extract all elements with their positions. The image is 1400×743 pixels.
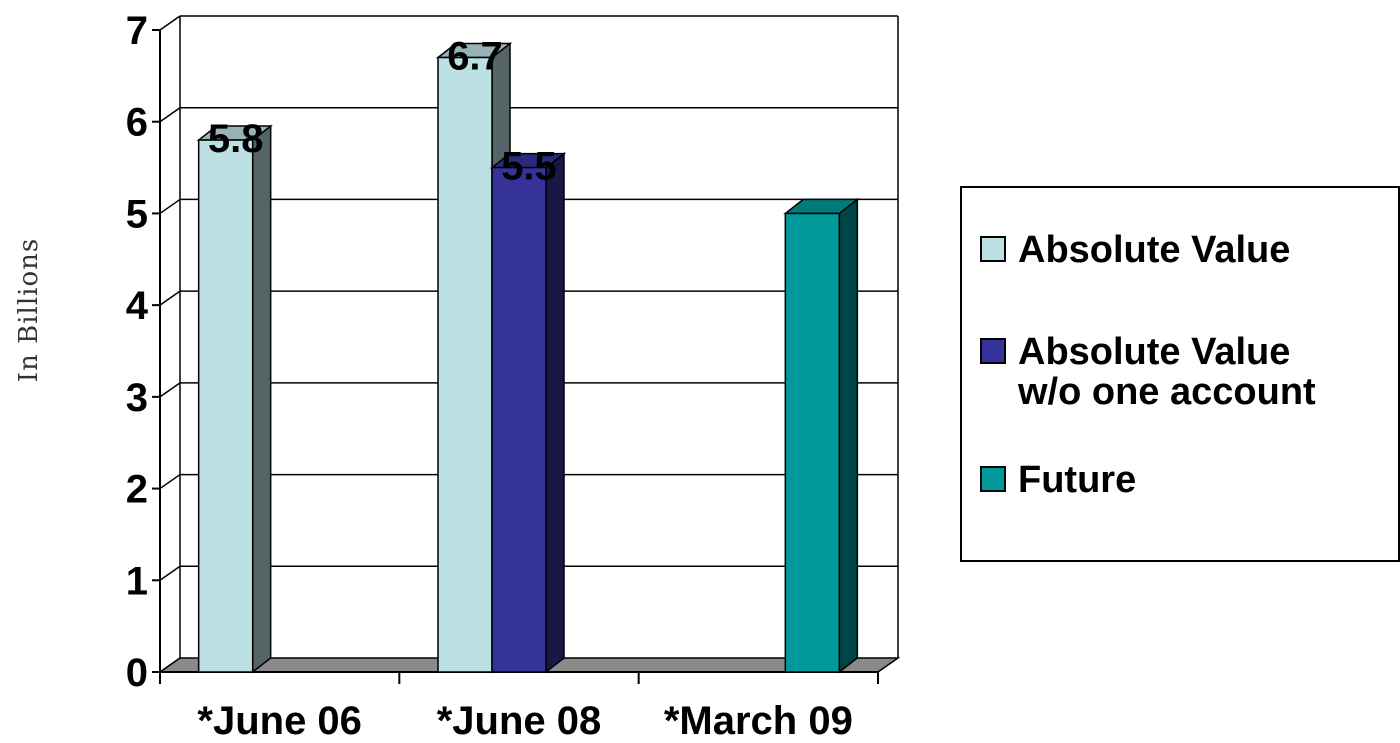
gridline-side xyxy=(159,15,181,31)
gridline-side xyxy=(159,473,181,490)
y-axis-label: In Billions xyxy=(0,190,58,430)
x-tick-label: *March 09 xyxy=(664,699,853,743)
y-tick-label: 2 xyxy=(126,468,148,512)
y-tick-label: 7 xyxy=(126,9,148,53)
bar xyxy=(197,139,254,673)
y-axis-label-text: In Billions xyxy=(14,237,45,383)
y-tick-label: 3 xyxy=(126,376,148,420)
y-tick-label: 4 xyxy=(126,284,149,328)
gridline-side xyxy=(159,382,181,398)
legend-item-absolute-value: Absolute Value xyxy=(980,230,1290,270)
legend-swatch-absolute-value xyxy=(980,236,1006,262)
legend-item-absolute-value-wo-one-account: Absolute Value w/o one account xyxy=(980,332,1316,412)
bar xyxy=(491,166,547,673)
bar-side xyxy=(838,197,859,674)
y-tick-label: 0 xyxy=(126,651,148,695)
legend-label-absolute-value: Absolute Value xyxy=(1018,229,1291,271)
legend-item-future: Future xyxy=(980,460,1136,500)
gridline-side xyxy=(159,290,181,306)
x-tick-label: *June 08 xyxy=(437,699,602,743)
legend-label-absolute-value-wo-one-account: Absolute Value w/o one account xyxy=(1018,331,1316,413)
y-tick-label: 5 xyxy=(126,192,148,236)
data-label: 6.7 xyxy=(447,35,503,79)
bar xyxy=(437,56,493,673)
bar-side xyxy=(545,152,565,674)
legend-swatch-future xyxy=(980,466,1006,492)
x-tick-label: *June 06 xyxy=(197,699,362,743)
gridline-side xyxy=(159,107,181,123)
gridline-side xyxy=(159,198,181,215)
data-label: 5.5 xyxy=(501,145,557,189)
y-tick-label: 1 xyxy=(126,559,148,603)
data-label: 5.8 xyxy=(208,117,264,161)
bar xyxy=(784,212,841,673)
legend-label-future: Future xyxy=(1018,459,1137,501)
legend: Absolute Value Absolute Value w/o one ac… xyxy=(960,186,1400,562)
bar-side xyxy=(251,124,272,674)
legend-swatch-absolute-value-wo-one-account xyxy=(980,338,1006,364)
y-tick-label: 6 xyxy=(126,101,148,145)
gridline-side xyxy=(159,565,181,581)
